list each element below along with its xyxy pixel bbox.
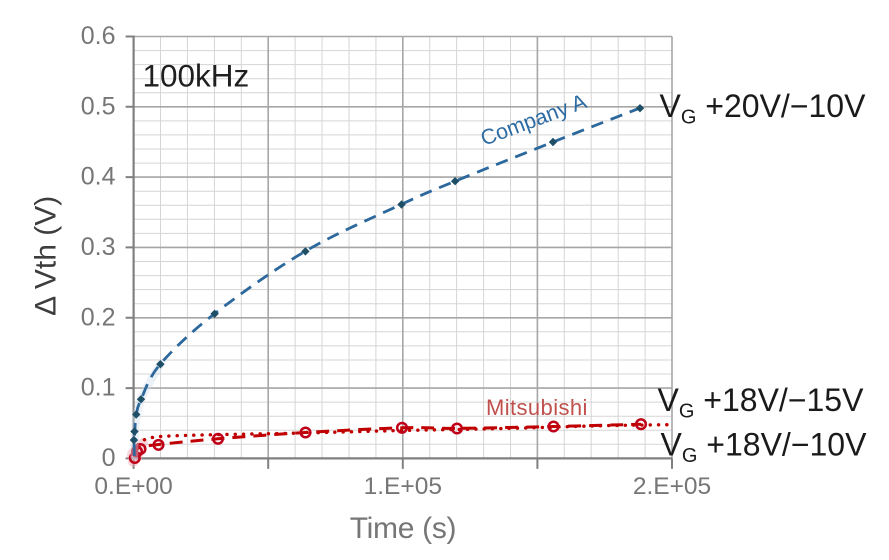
svg-text:0.2: 0.2 bbox=[81, 303, 116, 331]
svg-text:0.1: 0.1 bbox=[81, 374, 116, 402]
svg-text:VG +18V/−10V: VG +18V/−10V bbox=[661, 427, 868, 468]
svg-text:0: 0 bbox=[102, 444, 116, 472]
svg-text:0.6: 0.6 bbox=[81, 22, 116, 50]
svg-text:Δ Vth (V): Δ Vth (V) bbox=[30, 196, 63, 316]
svg-text:VG +18V/−15V: VG +18V/−15V bbox=[658, 382, 865, 423]
svg-text:0.5: 0.5 bbox=[81, 92, 116, 120]
svg-text:0.4: 0.4 bbox=[81, 163, 116, 191]
svg-text:0.E+00: 0.E+00 bbox=[94, 473, 172, 500]
svg-text:Time (s): Time (s) bbox=[350, 512, 456, 545]
svg-text:2.E+05: 2.E+05 bbox=[633, 473, 711, 500]
svg-text:100kHz: 100kHz bbox=[143, 58, 250, 94]
svg-text:0.3: 0.3 bbox=[81, 233, 116, 261]
svg-text:1.E+05: 1.E+05 bbox=[364, 473, 442, 500]
svg-text:Mitsubishi: Mitsubishi bbox=[486, 395, 588, 420]
